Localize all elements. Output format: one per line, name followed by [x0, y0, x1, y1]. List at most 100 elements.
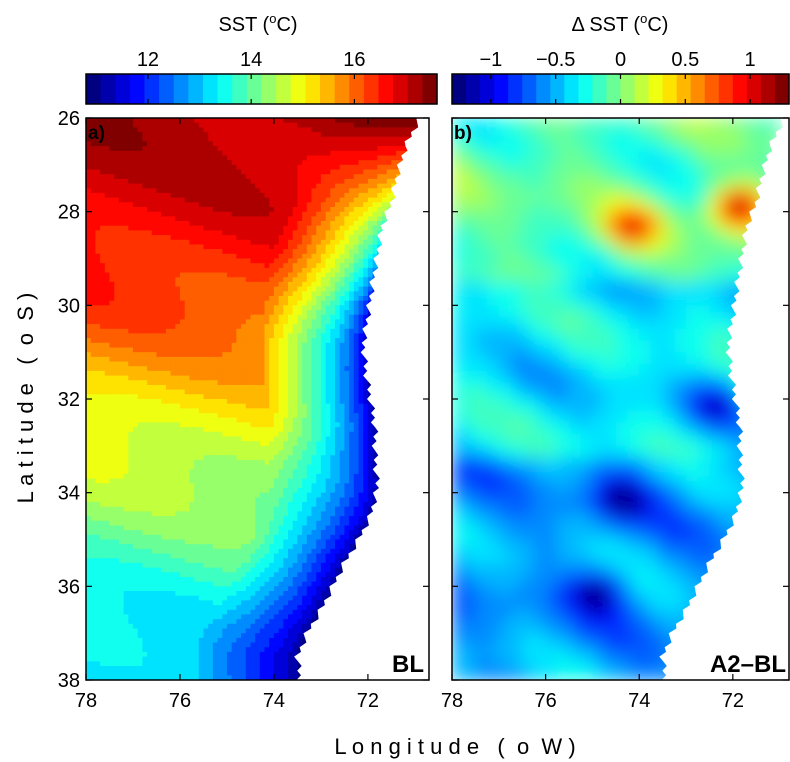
sst-cell — [203, 146, 209, 152]
sst-cell — [217, 192, 224, 199]
sst-cell — [137, 122, 144, 129]
sst-cell — [165, 197, 172, 204]
sst-cell — [217, 225, 224, 232]
sst-cell — [283, 127, 289, 133]
sst-cell — [335, 286, 341, 293]
sst-cell — [175, 281, 181, 288]
sst-cell — [255, 314, 261, 321]
sst-cell — [90, 258, 97, 264]
sst-cell — [227, 314, 233, 321]
sst-cell — [128, 413, 134, 419]
sst-cell — [297, 403, 303, 410]
sst-cell — [227, 136, 233, 143]
sst-cell — [142, 286, 148, 293]
sst-cell — [137, 356, 144, 363]
sst-cell — [90, 253, 97, 260]
sst-cell — [128, 394, 134, 400]
sst-cell — [123, 150, 130, 157]
sst-cell — [227, 352, 233, 358]
sst-cell — [306, 328, 313, 335]
sst-cell — [292, 347, 299, 353]
sst-cell — [259, 310, 266, 316]
sst-cell — [222, 314, 228, 321]
sst-cell — [245, 202, 252, 208]
sst-cell — [339, 286, 346, 293]
sst-cell — [335, 122, 341, 129]
sst-cell — [273, 207, 280, 213]
sst-cell — [311, 197, 317, 204]
sst-cell — [208, 464, 214, 471]
sst-cell — [311, 192, 317, 199]
sst-cell — [133, 118, 139, 124]
sst-cell — [180, 385, 186, 391]
sst-cell — [250, 183, 256, 190]
sst-cell — [325, 258, 332, 264]
sst-cell — [194, 370, 200, 377]
sst-cell — [325, 394, 332, 400]
sst-cell — [335, 413, 341, 419]
sst-cell — [180, 300, 186, 307]
sst-cell — [95, 150, 101, 157]
sst-cell — [241, 155, 247, 161]
sst-cell — [330, 188, 336, 194]
sst-cell — [118, 450, 125, 456]
sst-cell — [353, 445, 360, 452]
sst-cell — [100, 244, 106, 250]
sst-cell — [170, 160, 177, 166]
sst-cell — [255, 431, 261, 438]
sst-cell — [269, 347, 275, 353]
sst-cell — [245, 399, 252, 405]
sst-cell — [325, 169, 332, 175]
sst-cell — [165, 319, 172, 325]
sst-cell — [109, 469, 115, 475]
sst-cell — [142, 441, 148, 447]
sst-cell — [349, 403, 355, 410]
sst-cell — [241, 338, 247, 344]
sst-cell — [189, 361, 195, 367]
sst-cell — [100, 286, 106, 293]
sst-cell — [90, 202, 97, 208]
sst-cell — [241, 319, 247, 325]
sst-cell — [203, 361, 209, 367]
sst-cell — [156, 464, 162, 471]
colorbar-swatch — [718, 74, 734, 104]
sst-cell — [344, 239, 350, 246]
sst-cell — [297, 188, 303, 194]
sst-cell — [109, 338, 115, 344]
sst-cell — [358, 370, 364, 377]
sst-cell — [245, 169, 252, 175]
sst-cell — [212, 450, 219, 456]
sst-cell — [222, 132, 228, 138]
sst-cell — [208, 399, 214, 405]
sst-cell — [302, 216, 308, 222]
sst-cell — [118, 361, 125, 367]
sst-cell — [339, 464, 346, 471]
sst-cell — [311, 216, 317, 222]
sst-cell — [227, 436, 233, 442]
sst-cell — [156, 272, 162, 279]
sst-cell — [278, 235, 285, 241]
sst-cell — [147, 436, 153, 442]
sst-cell — [325, 150, 332, 157]
sst-cell — [151, 319, 158, 325]
sst-cell — [128, 141, 134, 147]
sst-cell — [231, 296, 238, 302]
sst-cell — [325, 319, 332, 325]
sst-cell — [236, 155, 242, 161]
sst-cell — [151, 207, 158, 213]
sst-cell — [335, 239, 341, 246]
sst-cell — [358, 385, 364, 391]
sst-cell — [170, 399, 177, 405]
sst-cell — [90, 445, 97, 452]
sst-cell — [189, 150, 195, 157]
sst-cell — [302, 300, 308, 307]
sst-cell — [335, 347, 341, 353]
sst-cell — [325, 202, 332, 208]
sst-cell — [264, 118, 270, 124]
sst-cell — [217, 286, 224, 293]
sst-cell — [259, 459, 266, 466]
sst-cell — [245, 417, 252, 424]
sst-cell — [273, 328, 280, 335]
sst-cell — [349, 178, 355, 185]
sst-cell — [311, 375, 317, 382]
